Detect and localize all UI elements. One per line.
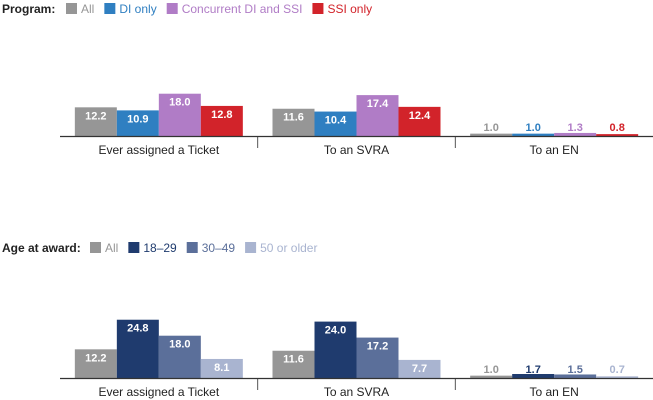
- chart1-value-label-2-0: 1.0: [484, 122, 499, 134]
- chart2-value-label-2-2: 1.5: [568, 364, 583, 376]
- chart2-bar-1-3: [398, 359, 441, 378]
- chart2-bar-1-1: [314, 321, 357, 378]
- chart2-legend-title: Age at award:: [2, 241, 81, 255]
- chart1-legend-swatch-1: [104, 3, 116, 14]
- chart1-legend-swatch-0: [66, 3, 77, 14]
- chart2-category-label-2: To an EN: [529, 385, 578, 399]
- chart2-value-label-1-1: 24.0: [325, 325, 346, 337]
- chart1-value-label-1-1: 10.4: [325, 115, 347, 127]
- chart1-bar-0-2: [158, 93, 201, 136]
- chart1-legend-label-2: Concurrent DI and SSI: [182, 2, 303, 16]
- chart2-legend-label-3: 50 or older: [260, 241, 317, 255]
- chart2-legend-swatch-1: [128, 242, 140, 253]
- chart1-value-label-2-3: 0.8: [610, 122, 625, 134]
- chart1-value-label-0-1: 10.9: [127, 113, 148, 125]
- chart1-legend-title: Program:: [2, 2, 55, 16]
- chart2-value-label-2-0: 1.0: [484, 364, 499, 376]
- chart1-category-label-1: To an SVRA: [324, 143, 389, 157]
- chart1-bar-0-1: [116, 110, 159, 136]
- chart1-value-label-1-0: 11.6: [283, 112, 304, 124]
- chart2-bar-0-3: [200, 358, 243, 378]
- chart1-category-label-0: Ever assigned a Ticket: [98, 143, 219, 157]
- chart2-value-label-2-1: 1.7: [526, 364, 541, 376]
- chart2-bar-1-2: [356, 337, 399, 378]
- chart2-value-label-0-1: 24.8: [127, 323, 148, 335]
- chart1-legend-swatch-2: [166, 3, 178, 14]
- chart2-bar-0-1: [116, 319, 159, 378]
- chart1-bar-2-0: [470, 133, 513, 136]
- chart1-legend-label-1: DI only: [119, 2, 156, 16]
- chart2-bar-1-0: [272, 350, 315, 378]
- chart2-value-label-0-3: 8.1: [214, 362, 229, 374]
- chart1-bar-1-2: [356, 95, 399, 136]
- chart2-bar-2-0: [470, 375, 513, 378]
- chart1-bar-2-1: [512, 133, 555, 136]
- chart1-legend-label-3: SSI only: [327, 2, 372, 16]
- chart1-bar-0-3: [200, 105, 243, 136]
- chart2-legend-swatch-2: [186, 242, 198, 253]
- chart1-bar-1-1: [314, 111, 357, 136]
- chart2-category-label-0: Ever assigned a Ticket: [98, 385, 219, 399]
- chart1-value-label-0-2: 18.0: [169, 97, 190, 109]
- chart1-value-label-1-3: 12.4: [409, 110, 431, 122]
- chart1-value-label-2-1: 1.0: [526, 122, 541, 134]
- chart1-value-label-1-2: 17.4: [367, 98, 389, 110]
- chart2-legend-label-0: All: [105, 241, 118, 255]
- chart2-value-label-0-0: 12.2: [85, 352, 106, 364]
- chart1-bar-2-3: [596, 134, 639, 136]
- chart2-value-label-1-0: 11.6: [283, 354, 304, 366]
- chart2-category-label-1: To an SVRA: [324, 385, 389, 399]
- chart2-legend-label-2: 30–49: [202, 241, 236, 255]
- chart2-legend-swatch-0: [90, 242, 101, 253]
- chart1-legend-swatch-3: [312, 3, 324, 14]
- chart2-value-label-1-3: 7.7: [412, 363, 427, 375]
- chart1-category-label-2: To an EN: [529, 143, 578, 157]
- chart1-value-label-0-0: 12.2: [85, 110, 106, 122]
- chart2-bar-2-3: [596, 376, 639, 378]
- chart1-bar-0-0: [74, 107, 117, 136]
- chart2-value-label-0-2: 18.0: [169, 339, 190, 351]
- chart1-value-label-2-2: 1.3: [568, 122, 583, 134]
- chart1-legend-label-0: All: [81, 2, 94, 16]
- chart2-legend-swatch-3: [245, 242, 257, 253]
- chart1-bar-1-3: [398, 106, 441, 136]
- chart2-legend-label-1: 18–29: [143, 241, 177, 255]
- chart2-bar-2-1: [512, 374, 555, 378]
- chart1-bar-2-2: [554, 132, 597, 136]
- chart2-value-label-2-3: 0.7: [610, 364, 625, 376]
- chart1-bar-1-0: [272, 108, 315, 136]
- chart1-value-label-0-3: 12.8: [211, 109, 232, 121]
- chart2-bar-0-0: [74, 349, 117, 378]
- chart2-bar-2-2: [554, 374, 597, 378]
- chart2-bar-0-2: [158, 335, 201, 378]
- chart2-value-label-1-2: 17.2: [367, 341, 388, 353]
